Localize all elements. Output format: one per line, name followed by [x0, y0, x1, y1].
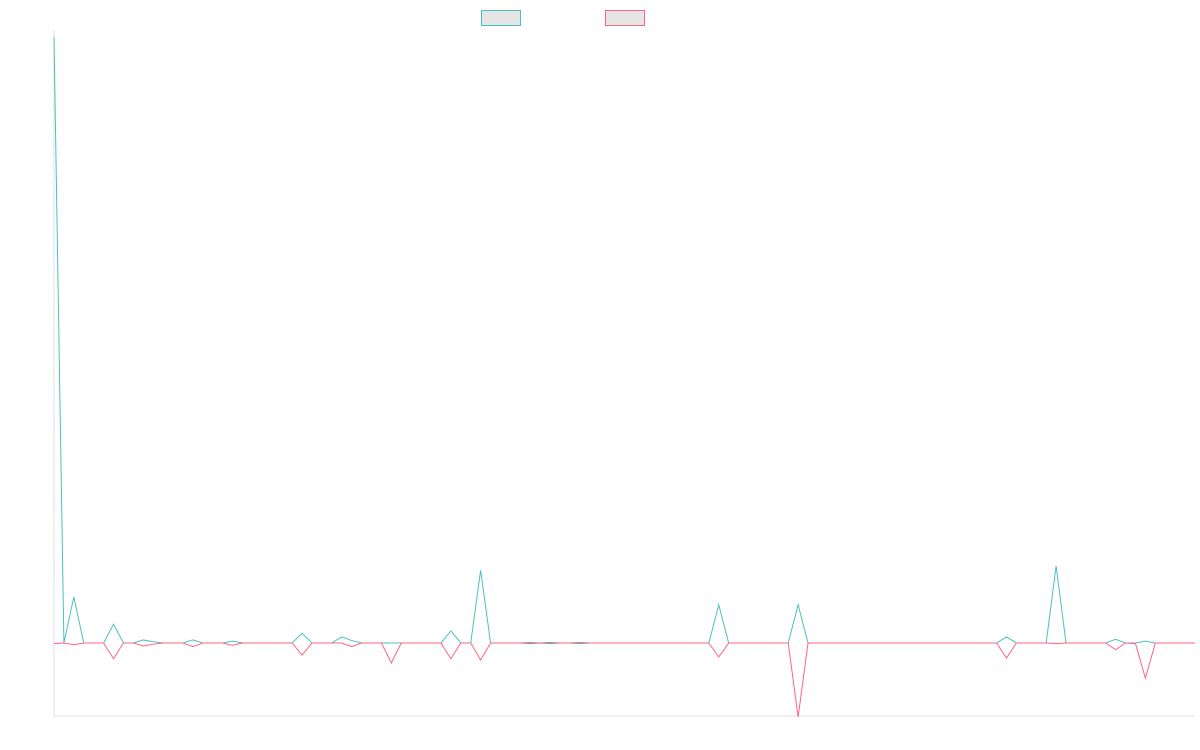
series-layer [53, 36, 1195, 717]
legend-swatch-series-1[interactable] [481, 10, 521, 26]
legend-swatch-series-2[interactable] [605, 10, 645, 26]
series-2-line [53, 642, 1195, 717]
series-1-line [53, 36, 1195, 644]
